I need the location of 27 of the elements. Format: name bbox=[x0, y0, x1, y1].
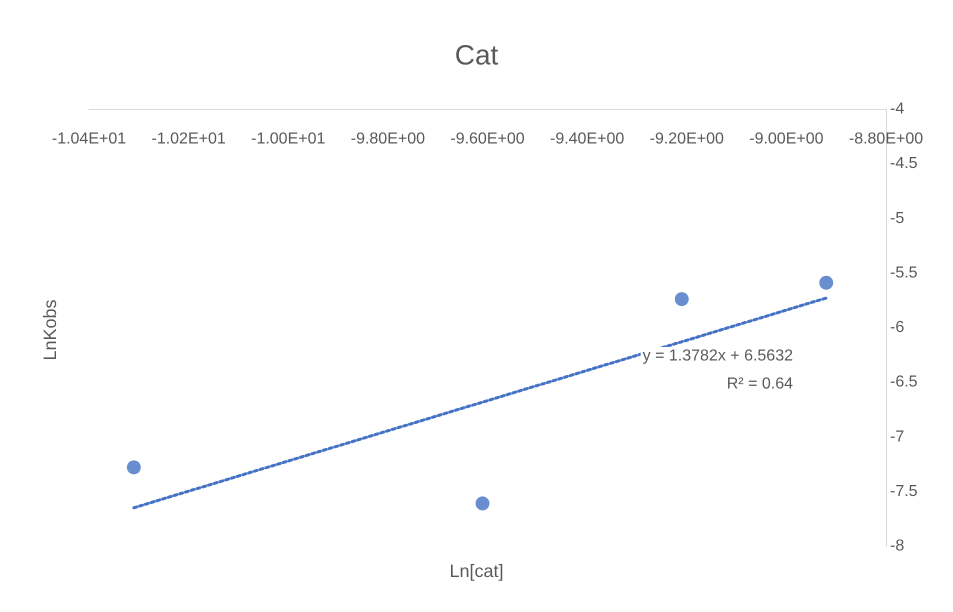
point bbox=[819, 276, 834, 290]
annotation: y = 1.3782x + 6.5632 bbox=[642, 348, 794, 364]
x-tick-label: -1.00E+01 bbox=[251, 130, 326, 148]
y-tick-label: -8 bbox=[890, 538, 904, 554]
x-tick-label: -9.20E+00 bbox=[650, 130, 724, 148]
x-axis-title: Ln[cat] bbox=[449, 561, 504, 581]
y-tick-label: -6.5 bbox=[890, 374, 918, 391]
x-tick-label: -1.02E+01 bbox=[151, 130, 226, 148]
y-tick-label: -5 bbox=[890, 210, 904, 227]
x-tick-label: -9.40E+00 bbox=[550, 130, 624, 148]
y-tick-label: -4.5 bbox=[890, 155, 918, 172]
annotation: R² = 0.64 bbox=[726, 376, 794, 392]
y-tick-label: -4 bbox=[890, 100, 904, 118]
y-tick-label: -5.5 bbox=[890, 264, 918, 282]
x-tick-label: -8.80E+00 bbox=[848, 130, 924, 148]
x-tick-label: -9.80E+00 bbox=[350, 130, 426, 148]
x-tick-label: -1.04E+01 bbox=[52, 130, 126, 148]
chart-title: Cat bbox=[454, 40, 499, 70]
y-tick-label: -6 bbox=[890, 319, 904, 336]
x-tick-label: -9.00E+00 bbox=[749, 130, 824, 148]
x-tick-label: -9.60E+00 bbox=[450, 130, 525, 148]
point bbox=[674, 292, 689, 306]
point bbox=[476, 496, 490, 510]
y-tick-label: -7 bbox=[890, 428, 904, 446]
y-axis-title: LnKobs bbox=[40, 299, 60, 361]
point bbox=[126, 460, 141, 474]
y-tick-label: -7.5 bbox=[890, 482, 918, 500]
